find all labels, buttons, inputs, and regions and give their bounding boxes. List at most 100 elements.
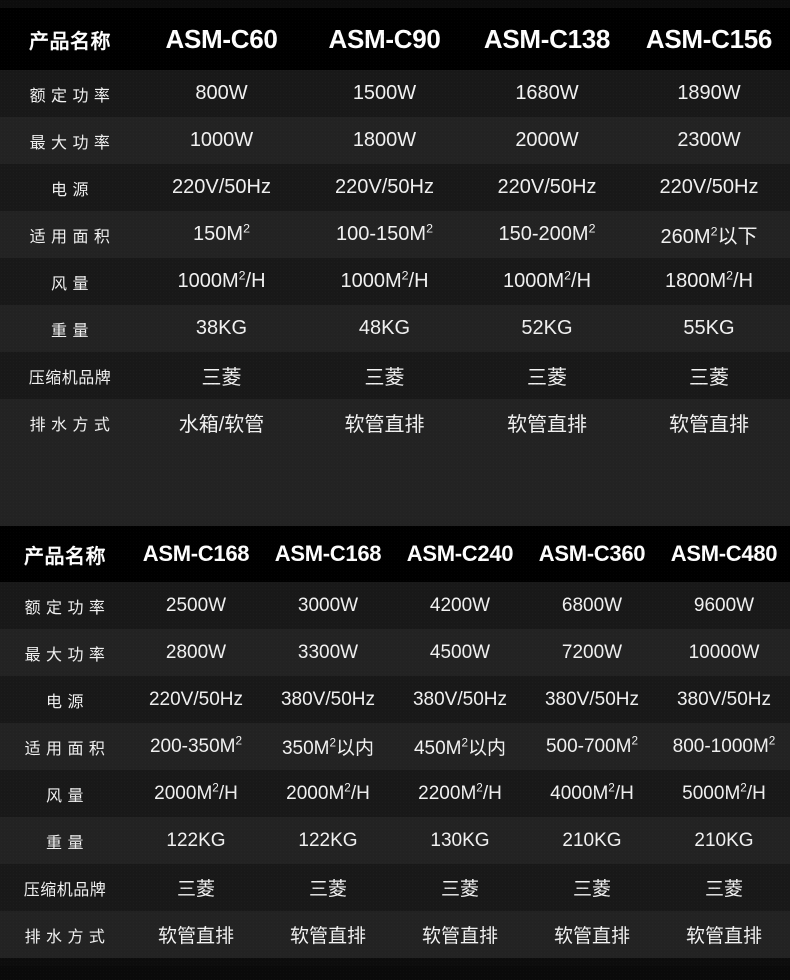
row-label: 最 大 功 率 bbox=[29, 134, 111, 152]
table-cell: 三菱 bbox=[176, 879, 215, 900]
table-cell: 800W bbox=[195, 82, 248, 104]
table-cell: 380V/50Hz bbox=[676, 688, 771, 710]
table-1-header-label: 产品名称 bbox=[29, 30, 111, 53]
table-cell: 1680W bbox=[515, 82, 579, 104]
table-separator-band bbox=[0, 446, 790, 526]
table-2-header-row: 产品名称 ASM-C168 ASM-C168 ASM-C240 ASM-C360… bbox=[0, 526, 790, 582]
row-label: 适 用 面 积 bbox=[24, 740, 106, 758]
table-row: 重 量 122KG 122KG 130KG 210KG 210KG bbox=[0, 817, 790, 864]
bottom-edge-band bbox=[0, 958, 790, 966]
table-cell: 122KG bbox=[166, 829, 226, 851]
table-1-header-model-2: ASM-C90 bbox=[328, 23, 441, 54]
table-cell: 软管直排 bbox=[669, 414, 749, 436]
table-cell: 3300W bbox=[297, 641, 359, 663]
spec-table-1: 产品名称 ASM-C60 ASM-C90 ASM-C138 ASM-C156 额… bbox=[0, 8, 790, 446]
table-2-header-label: 产品名称 bbox=[24, 545, 106, 568]
table-cell: 2500W bbox=[165, 594, 227, 616]
table-cell: 800-1000M2 bbox=[672, 734, 776, 757]
table-2-body: 额 定 功 率 2500W 3000W 4200W 6800W 9600W 最 … bbox=[0, 582, 790, 958]
table-cell: 软管直排 bbox=[157, 926, 234, 947]
row-label: 排 水 方 式 bbox=[24, 928, 106, 946]
table-2-header-model-1: ASM-C168 bbox=[142, 541, 250, 566]
table-1-header-model-1: ASM-C60 bbox=[165, 23, 278, 54]
table-cell: 220V/50Hz bbox=[497, 176, 597, 198]
spec-table-2: 产品名称 ASM-C168 ASM-C168 ASM-C240 ASM-C360… bbox=[0, 526, 790, 958]
table-cell: 软管直排 bbox=[421, 926, 498, 947]
table-cell: 6800W bbox=[561, 594, 623, 616]
table-cell: 55KG bbox=[683, 317, 735, 339]
table-row: 适 用 面 积 200-350M2 350M2以内 450M2以内 500-70… bbox=[0, 723, 790, 770]
table-cell: 三菱 bbox=[704, 879, 743, 900]
table-cell: 2800W bbox=[165, 641, 227, 663]
table-cell: 1000M2/H bbox=[340, 268, 429, 292]
table-cell: 三菱 bbox=[440, 879, 479, 900]
table-1-header-row: 产品名称 ASM-C60 ASM-C90 ASM-C138 ASM-C156 bbox=[0, 8, 790, 70]
table-row: 排 水 方 式 水箱/软管 软管直排 软管直排 软管直排 bbox=[0, 399, 790, 446]
table-row: 压缩机品牌 三菱 三菱 三菱 三菱 三菱 bbox=[0, 864, 790, 911]
table-cell: 150-200M2 bbox=[498, 221, 596, 245]
table-2-header-model-5: ASM-C480 bbox=[670, 541, 778, 566]
table-cell: 450M2以内 bbox=[413, 736, 507, 759]
table-cell: 软管直排 bbox=[553, 926, 630, 947]
table-cell: 软管直排 bbox=[344, 414, 425, 436]
table-cell: 380V/50Hz bbox=[412, 688, 507, 710]
table-cell: 三菱 bbox=[364, 367, 405, 389]
table-cell: 52KG bbox=[521, 317, 573, 339]
table-2-header-model-4: ASM-C360 bbox=[538, 541, 646, 566]
table-cell: 1800M2/H bbox=[664, 268, 754, 292]
table-cell: 4200W bbox=[429, 594, 491, 616]
table-cell: 2300W bbox=[677, 129, 741, 151]
table-cell: 软管直排 bbox=[289, 926, 366, 947]
top-edge-band bbox=[0, 0, 790, 8]
table-cell: 3000W bbox=[297, 594, 359, 616]
table-1-header-model-3: ASM-C138 bbox=[483, 23, 611, 54]
table-2-header-model-3: ASM-C240 bbox=[406, 541, 514, 566]
table-row: 电 源 220V/50Hz 380V/50Hz 380V/50Hz 380V/5… bbox=[0, 676, 790, 723]
table-cell: 2000M2/H bbox=[154, 781, 238, 804]
table-cell: 4500W bbox=[429, 641, 491, 663]
row-label: 风 量 bbox=[51, 275, 89, 293]
table-cell: 5000M2/H bbox=[682, 781, 766, 804]
table-cell: 水箱/软管 bbox=[178, 414, 265, 436]
table-cell: 2000M2/H bbox=[286, 781, 370, 804]
table-cell: 380V/50Hz bbox=[544, 688, 639, 710]
table-row: 电 源 220V/50Hz 220V/50Hz 220V/50Hz 220V/5… bbox=[0, 164, 790, 211]
table-row: 额 定 功 率 2500W 3000W 4200W 6800W 9600W bbox=[0, 582, 790, 629]
table-row: 风 量 2000M2/H 2000M2/H 2200M2/H 4000M2/H … bbox=[0, 770, 790, 817]
table-2-header-model-2: ASM-C168 bbox=[274, 541, 382, 566]
table-cell: 260M2以下 bbox=[660, 224, 758, 248]
table-cell: 220V/50Hz bbox=[335, 176, 434, 198]
table-cell: 1000M2/H bbox=[177, 268, 266, 292]
table-cell: 1500W bbox=[352, 82, 417, 104]
table-cell: 三菱 bbox=[527, 367, 567, 389]
table-cell: 三菱 bbox=[201, 367, 242, 389]
table-cell: 三菱 bbox=[689, 367, 729, 389]
table-cell: 220V/50Hz bbox=[172, 176, 271, 198]
row-label: 额 定 功 率 bbox=[24, 599, 106, 617]
row-label: 风 量 bbox=[46, 787, 84, 805]
table-cell: 2000W bbox=[515, 129, 579, 151]
row-label: 额 定 功 率 bbox=[29, 87, 111, 105]
table-row: 排 水 方 式 软管直排 软管直排 软管直排 软管直排 软管直排 bbox=[0, 911, 790, 958]
table-cell: 350M2以内 bbox=[281, 736, 375, 759]
row-label: 最 大 功 率 bbox=[24, 646, 106, 664]
table-cell: 380V/50Hz bbox=[280, 688, 375, 710]
table-cell: 220V/50Hz bbox=[659, 176, 759, 198]
table-cell: 100-150M2 bbox=[336, 221, 433, 245]
table-cell: 122KG bbox=[298, 829, 358, 851]
table-cell: 10000W bbox=[688, 641, 760, 663]
table-cell: 7200W bbox=[561, 641, 623, 663]
table-1-body: 额 定 功 率 800W 1500W 1680W 1890W 最 大 功 率 1… bbox=[0, 70, 790, 446]
table-cell: 500-700M2 bbox=[545, 734, 639, 757]
table-cell: 150M2 bbox=[193, 221, 250, 245]
table-cell: 4000M2/H bbox=[550, 781, 634, 804]
table-cell: 210KG bbox=[694, 829, 754, 851]
table-cell: 1800W bbox=[352, 129, 417, 151]
table-cell: 130KG bbox=[430, 829, 490, 851]
table-cell: 38KG bbox=[195, 317, 248, 339]
table-1-header-model-4: ASM-C156 bbox=[645, 23, 773, 54]
row-label: 压缩机品牌 bbox=[23, 881, 107, 899]
table-row: 压缩机品牌 三菱 三菱 三菱 三菱 bbox=[0, 352, 790, 399]
table-cell: 220V/50Hz bbox=[148, 688, 243, 710]
